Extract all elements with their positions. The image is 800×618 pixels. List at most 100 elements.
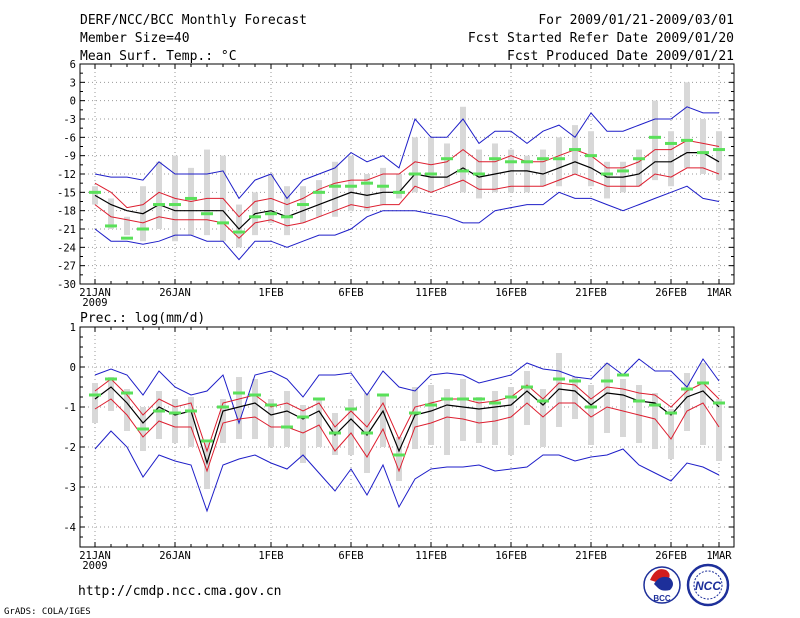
- observed-mark: [377, 184, 389, 188]
- ensemble-bar: [556, 353, 562, 427]
- title-right-3: Fcst Produced Date 2009/01/21: [507, 49, 734, 64]
- ensemble-min-line: [94, 185, 720, 261]
- y-tick-label: -27: [57, 261, 76, 273]
- ensemble-bar: [188, 397, 194, 447]
- observed-mark: [569, 148, 581, 152]
- x-year-label: 2009: [82, 560, 107, 572]
- observed-mark: [617, 373, 629, 377]
- x-tick-label: 26JAN: [159, 550, 191, 562]
- ensemble-bar: [700, 363, 706, 445]
- ensemble-bar: [316, 180, 322, 217]
- observed-mark: [553, 377, 565, 381]
- ensemble-bar: [492, 143, 498, 193]
- observed-mark: [233, 391, 245, 395]
- x-tick-label: 1FEB: [258, 550, 283, 562]
- ensemble-bar: [588, 131, 594, 187]
- observed-mark: [201, 439, 213, 443]
- ensemble-bar: [588, 385, 594, 445]
- ensemble-bar: [348, 399, 354, 455]
- title-right-2: Fcst Started Refer Date 2009/01/20: [468, 31, 734, 46]
- ensemble-bar: [492, 391, 498, 445]
- y-tick-label: -4: [63, 522, 76, 534]
- ensemble-bar: [348, 155, 354, 211]
- observed-mark: [201, 212, 213, 216]
- observed-mark: [697, 151, 709, 155]
- ensemble-bar: [396, 174, 402, 199]
- observed-mark: [425, 403, 437, 407]
- ensemble-max-line: [94, 106, 719, 200]
- ensemble-bar: [636, 149, 642, 187]
- observed-mark: [489, 157, 501, 161]
- observed-mark: [649, 135, 661, 139]
- ensemble-bar: [476, 397, 482, 443]
- ensemble-bar: [652, 393, 658, 449]
- y-tick-label: -30: [57, 279, 76, 291]
- y-tick-label: -15: [57, 187, 76, 199]
- observed-mark: [553, 157, 565, 161]
- bcc-logo-text: BCC: [653, 594, 671, 603]
- observed-mark: [137, 227, 149, 231]
- mean-sd-line: [94, 378, 720, 453]
- observed-mark: [265, 212, 277, 216]
- ncc-logo-text: NCC: [695, 579, 721, 593]
- footer-credit: GrADS: COLA/IGES: [4, 607, 91, 617]
- observed-mark: [361, 431, 373, 435]
- observed-mark: [89, 393, 101, 397]
- ensemble-bar: [108, 377, 114, 411]
- title-left-1: DERF/NCC/BCC Monthly Forecast: [80, 13, 307, 28]
- ensemble-bar: [108, 198, 114, 229]
- observed-mark: [601, 379, 613, 383]
- y-tick-label: -12: [57, 169, 76, 181]
- observed-mark: [105, 377, 117, 381]
- ensemble-min-line: [94, 430, 720, 513]
- x-tick-label: 11FEB: [415, 550, 447, 562]
- x-tick-label: 1MAR: [706, 550, 732, 562]
- x-tick-label: 26FEB: [655, 550, 687, 562]
- x-tick-label: 6FEB: [338, 287, 363, 299]
- ensemble-bar: [540, 389, 546, 447]
- observed-mark: [265, 403, 277, 407]
- observed-mark: [537, 399, 549, 403]
- ensemble-mean-line: [94, 386, 720, 466]
- observed-mark: [409, 411, 421, 415]
- y-tick-label: 0: [70, 96, 76, 108]
- observed-mark: [345, 407, 357, 411]
- observed-mark: [217, 405, 229, 409]
- x-tick-label: 16FEB: [495, 550, 527, 562]
- observed-mark: [441, 397, 453, 401]
- y-tick-label: -1: [63, 402, 76, 414]
- observed-mark: [681, 138, 693, 142]
- observed-mark: [361, 181, 373, 185]
- ensemble-bar: [220, 399, 226, 443]
- ensemble-bar: [364, 174, 370, 211]
- x-tick-label: 21JAN: [79, 287, 111, 299]
- ensemble-bar: [508, 387, 514, 455]
- observed-mark: [457, 169, 469, 173]
- ensemble-bar: [252, 379, 258, 439]
- y-tick-label: -3: [63, 482, 76, 494]
- observed-mark: [505, 160, 517, 164]
- observed-mark: [393, 453, 405, 457]
- observed-mark: [521, 160, 533, 164]
- ensemble-bar: [316, 399, 322, 447]
- x-tick-label: 21FEB: [575, 287, 607, 299]
- observed-mark: [473, 397, 485, 401]
- observed-mark: [281, 425, 293, 429]
- precipitation-chart: 1 0 -1 -2 -3 -4 21JAN 26JAN 1FEB 6FEB 11FEB 16FEB 21…: [63, 322, 735, 572]
- ensemble-bar: [124, 216, 130, 236]
- observed-mark: [137, 427, 149, 431]
- mean-sd-line: [94, 139, 720, 218]
- observed-mark: [425, 172, 437, 176]
- observed-mark: [633, 157, 645, 161]
- ensemble-bar: [236, 377, 242, 439]
- y-tick-label: -6: [63, 132, 76, 144]
- ensemble-bar: [124, 389, 130, 431]
- observed-mark: [681, 387, 693, 391]
- ensemble-bar: [412, 137, 418, 193]
- ensemble-bar: [460, 379, 466, 441]
- ensemble-bar: [524, 371, 530, 425]
- mean-sd-line: [94, 167, 720, 239]
- bcc-logo-icon: BCC: [643, 566, 681, 604]
